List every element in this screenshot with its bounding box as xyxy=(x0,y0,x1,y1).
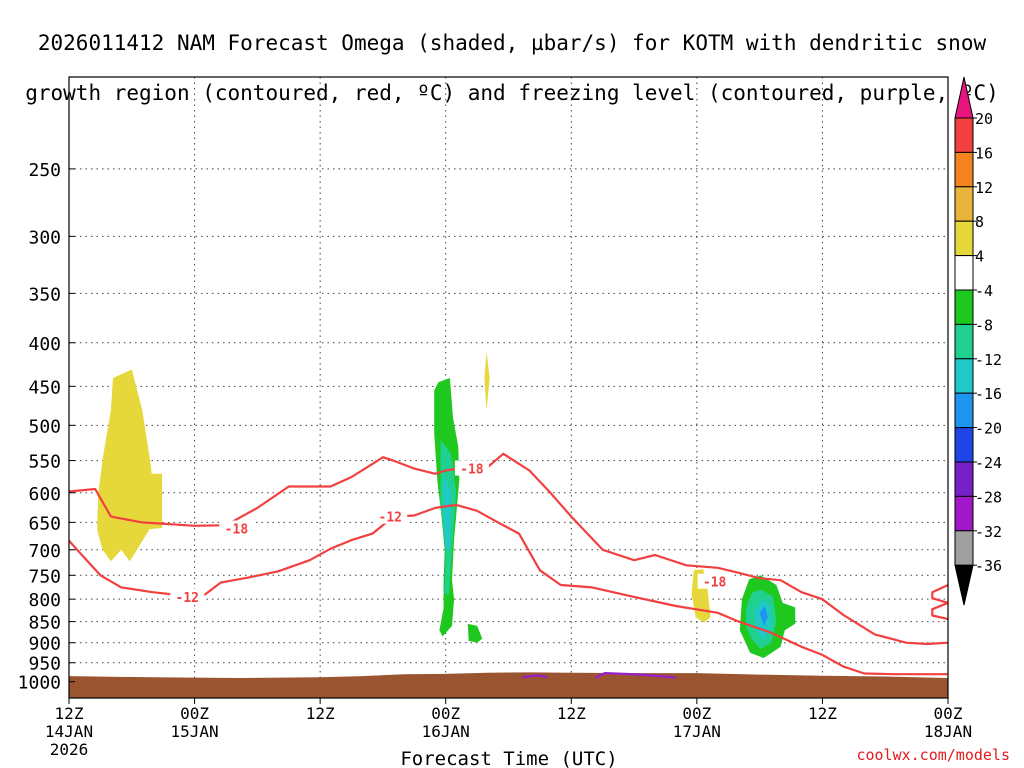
y-tick-label: 250 xyxy=(28,160,61,181)
omega-region-negative-4-8-blob xyxy=(467,623,483,643)
contour-label: -18 xyxy=(460,463,484,478)
x-tick-label-time: 00Z xyxy=(180,704,209,723)
colorbar-label: -32 xyxy=(975,523,1002,541)
colorbar-label: 4 xyxy=(975,248,984,266)
x-tick-label-year: 2026 xyxy=(50,740,89,759)
x-tick-label-date: 16JAN xyxy=(422,722,470,741)
contour-label: -12 xyxy=(379,511,402,526)
contour-line--18-0 xyxy=(69,452,948,646)
colorbar-box xyxy=(954,151,974,188)
contour-line--12-2 xyxy=(931,584,948,621)
contour-label-bg xyxy=(697,573,732,589)
colorbar-label: -4 xyxy=(975,282,993,300)
x-axis-title: Forecast Time (UTC) xyxy=(400,748,617,768)
plot-area: -18 -18 -18 -12 -12 xyxy=(69,77,948,698)
x-tick-label-date: 18JAN xyxy=(924,722,972,741)
colorbar-box xyxy=(954,323,974,360)
y-tick-label: 950 xyxy=(28,654,61,675)
y-tick-label: 450 xyxy=(28,377,61,398)
colorbar-label: 20 xyxy=(975,110,993,128)
chart-title-line2: growth region (contoured, red, ºC) and f… xyxy=(25,81,999,105)
y-tick-label: 550 xyxy=(28,452,61,473)
x-tick-label-time: 12Z xyxy=(808,704,837,723)
omega-region-negative-16-20-late xyxy=(759,606,768,626)
contour-label: -18 xyxy=(225,523,249,538)
colorbar-box xyxy=(954,186,974,222)
x-tick-label-time: 12Z xyxy=(557,704,586,723)
omega-region-positive-4-8-sliver xyxy=(484,351,490,411)
colorbar-box xyxy=(954,427,974,463)
colorbar-label: -20 xyxy=(975,420,1002,438)
colorbar-label: -12 xyxy=(975,351,1002,369)
colorbar-label: -24 xyxy=(975,454,1002,472)
contour-line-0-4 xyxy=(594,671,677,679)
y-tick-label: 750 xyxy=(28,566,61,587)
contour-line-0-3 xyxy=(521,674,548,679)
colorbar-box xyxy=(954,117,974,153)
y-tick-label: 1000 xyxy=(18,673,61,694)
y-tick-label: 900 xyxy=(28,634,61,655)
colorbar-box xyxy=(954,255,974,291)
x-tick-label-time: 12Z xyxy=(55,704,84,723)
y-tick-label: 500 xyxy=(28,416,61,437)
omega-region-positive-4-8-early xyxy=(97,369,163,562)
x-tick-label-date: 17JAN xyxy=(673,722,721,741)
colorbar-label: -16 xyxy=(975,385,1002,403)
x-tick-label-date: 14JAN xyxy=(45,722,93,741)
surface-ground xyxy=(69,672,948,698)
contour-label-bg xyxy=(454,460,489,476)
omega-region-negative-12-16-band xyxy=(443,473,451,550)
colorbar-label: 8 xyxy=(975,213,984,231)
x-tick-label-time: 00Z xyxy=(934,704,963,723)
y-tick-label: 800 xyxy=(28,590,61,611)
y-tick-label: 650 xyxy=(28,513,61,534)
colorbar-label: 12 xyxy=(975,179,993,197)
chart-title-line1: 2026011412 NAM Forecast Omega (shaded, µ… xyxy=(37,31,987,55)
colorbar-label: 16 xyxy=(975,144,993,162)
colorbar-box xyxy=(954,392,974,429)
colorbar-label: -28 xyxy=(975,488,1002,506)
x-tick-label-date: 15JAN xyxy=(170,722,218,741)
chart-title: 2026011412 NAM Forecast Omega (shaded, µ… xyxy=(0,6,1024,131)
credit-text: coolwx.com/models xyxy=(856,746,1010,764)
y-tick-label: 350 xyxy=(28,284,61,305)
contour-label: -12 xyxy=(176,591,199,606)
x-tick-label-time: 00Z xyxy=(682,704,711,723)
contour-label-bg xyxy=(373,508,408,524)
colorbar-top-triangle xyxy=(954,76,974,119)
colorbar-box xyxy=(954,461,974,497)
colorbar-box xyxy=(954,358,974,394)
y-tick-label: 850 xyxy=(28,613,61,634)
contour-label-bg xyxy=(170,588,205,604)
colorbar-box xyxy=(954,495,974,532)
colorbar-label: -36 xyxy=(975,557,1002,575)
y-tick-label: 300 xyxy=(28,227,61,248)
y-tick-label: 600 xyxy=(28,484,61,505)
colorbar-box xyxy=(954,530,974,566)
y-tick-label: 700 xyxy=(28,541,61,562)
colorbar-box xyxy=(954,220,974,257)
contour-label-bg xyxy=(219,520,254,536)
colorbar-box xyxy=(954,289,974,325)
colorbar-bottom-triangle xyxy=(954,564,974,606)
y-tick-label: 400 xyxy=(28,334,61,355)
x-tick-label-time: 00Z xyxy=(431,704,460,723)
colorbar-label: -8 xyxy=(975,316,993,334)
plot-frame xyxy=(68,76,949,699)
x-tick-label-time: 12Z xyxy=(306,704,335,723)
contour-label: -18 xyxy=(703,576,727,591)
